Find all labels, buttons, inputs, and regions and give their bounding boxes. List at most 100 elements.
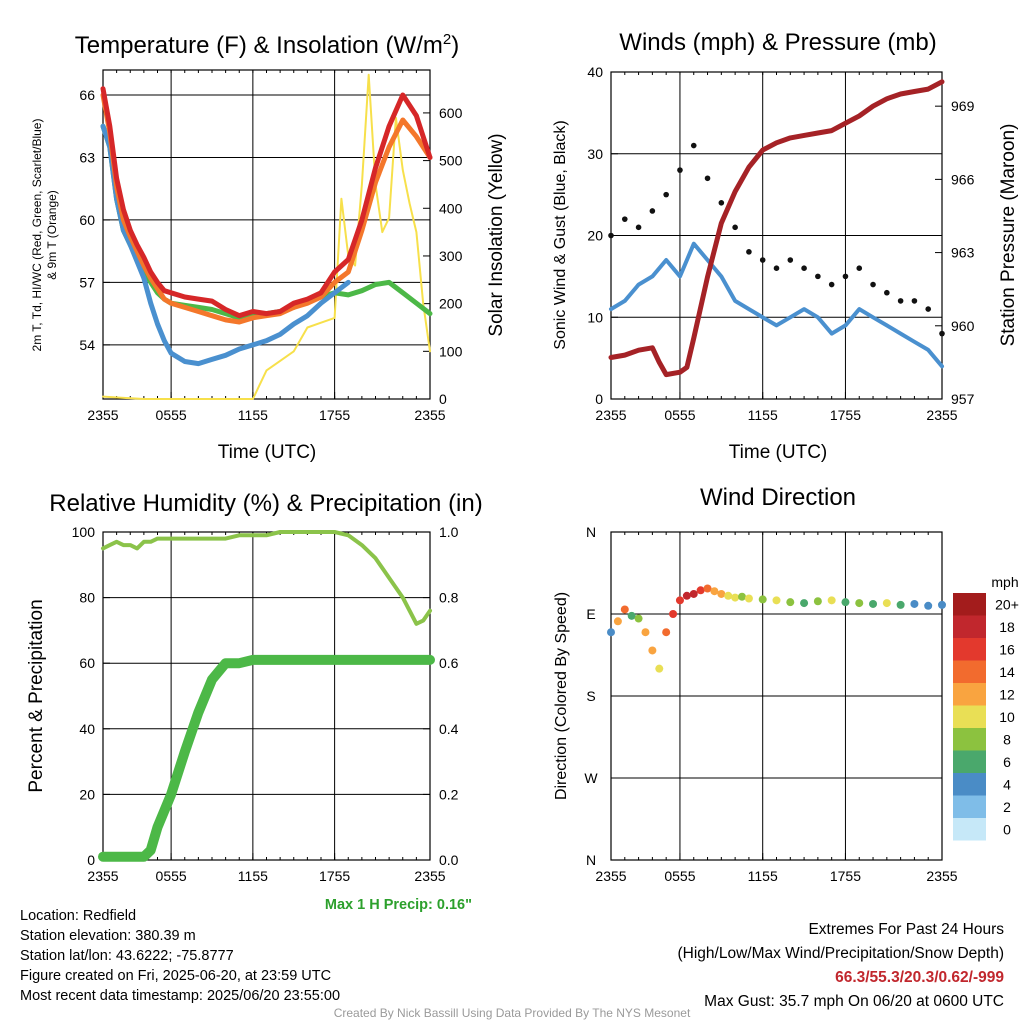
y-tick-label: S bbox=[586, 688, 595, 704]
y2-tick-label: 200 bbox=[439, 296, 463, 312]
humidity-line bbox=[101, 530, 432, 626]
speed-color-legend: mph 20+ 18 16 14 12 10 8 6 4 2 0 bbox=[953, 574, 1019, 841]
y-tick-label: 20 bbox=[587, 228, 603, 244]
gust-point bbox=[621, 216, 628, 222]
legend-label: 6 bbox=[1003, 754, 1011, 770]
legend-swatch bbox=[953, 795, 986, 818]
y2-tick-label: 0.2 bbox=[439, 786, 459, 802]
direction-point bbox=[613, 617, 622, 626]
direction-point bbox=[662, 628, 671, 637]
humidity-chart-title: Relative Humidity (%) & Precipitation (i… bbox=[49, 490, 482, 517]
x-tick-label: 2355 bbox=[926, 407, 957, 423]
gust-point bbox=[884, 289, 890, 296]
direction-point bbox=[724, 591, 733, 600]
y-tick-label: 100 bbox=[72, 524, 96, 540]
y2-tick-label: 966 bbox=[951, 171, 975, 187]
gust-point bbox=[939, 330, 945, 337]
temperature-y-axis-label-line2: & 9m T (Orange) bbox=[45, 190, 59, 280]
direction-point bbox=[738, 592, 747, 601]
direction-point bbox=[641, 628, 650, 637]
direction-point bbox=[717, 589, 726, 598]
series-line-4 bbox=[102, 73, 431, 400]
legend-swatch bbox=[953, 750, 986, 773]
direction-point bbox=[786, 598, 795, 607]
x-tick-label: 2355 bbox=[926, 868, 957, 884]
direction-point bbox=[869, 599, 878, 608]
y2-tick-label: 0 bbox=[439, 391, 447, 407]
y2-tick-label: 100 bbox=[439, 343, 463, 359]
direction-point bbox=[744, 594, 753, 603]
y2-tick-label: 1.0 bbox=[439, 524, 459, 540]
gust-point bbox=[870, 281, 876, 288]
direction-point bbox=[620, 605, 629, 614]
direction-point bbox=[813, 597, 822, 606]
max-gust-text: Max Gust: 35.7 mph On 06/20 at 0600 UTC bbox=[704, 993, 1004, 1010]
plot-frame bbox=[102, 69, 431, 400]
legend-label: 2 bbox=[1003, 799, 1011, 815]
wind-direction-y-axis-label: Direction (Colored By Speed) bbox=[553, 592, 570, 800]
x-tick-label: 1155 bbox=[238, 407, 268, 423]
y-tick-label: 66 bbox=[79, 87, 95, 103]
direction-point bbox=[655, 664, 664, 673]
elevation-text: Station elevation: 380.39 m bbox=[20, 928, 196, 944]
y2-tick-label: 300 bbox=[439, 248, 463, 264]
y-tick-label: N bbox=[586, 852, 596, 868]
x-tick-label: 0555 bbox=[156, 407, 187, 423]
gust-point bbox=[828, 281, 835, 288]
y-tick-label: N bbox=[586, 524, 596, 540]
winds-x-axis-label: Time (UTC) bbox=[729, 442, 828, 463]
temperature-panel: Temperature (F) & Insolation (W/m2) Time… bbox=[30, 31, 507, 463]
legend-swatch bbox=[953, 728, 986, 751]
legend-label: 18 bbox=[999, 619, 1015, 635]
direction-point bbox=[669, 610, 678, 618]
y-tick-label: 40 bbox=[587, 64, 603, 80]
x-tick-label: 0555 bbox=[664, 868, 695, 884]
series-line-3 bbox=[100, 123, 351, 367]
latlon-text: Station lat/lon: 43.6222; -75.8777 bbox=[20, 948, 234, 964]
direction-point bbox=[710, 587, 719, 596]
x-tick-label: 1755 bbox=[319, 868, 350, 884]
direction-point bbox=[841, 598, 850, 607]
gust-point bbox=[718, 200, 725, 206]
legend-swatch bbox=[953, 773, 986, 796]
direction-point bbox=[800, 599, 809, 608]
legend-label: 14 bbox=[999, 664, 1015, 680]
legend-swatch bbox=[953, 660, 986, 683]
extremes-title: Extremes For Past 24 Hours bbox=[808, 921, 1004, 938]
gust-point bbox=[663, 191, 669, 198]
gust-point bbox=[787, 257, 794, 263]
direction-point bbox=[731, 593, 740, 602]
legend-swatch bbox=[953, 593, 986, 616]
y2-tick-label: 0.6 bbox=[439, 655, 459, 671]
direction-point bbox=[682, 591, 691, 600]
y-tick-label: 57 bbox=[79, 274, 95, 290]
gust-point bbox=[925, 306, 932, 312]
legend-label: 16 bbox=[999, 641, 1015, 657]
direction-point bbox=[924, 601, 933, 610]
insolation-y-axis-label: Solar Insolation (Yellow) bbox=[486, 133, 507, 336]
y-tick-label: 0 bbox=[595, 391, 603, 407]
gust-point bbox=[677, 167, 683, 173]
x-tick-label: 1155 bbox=[748, 407, 778, 423]
direction-point bbox=[607, 628, 615, 637]
station-info: Location: Redfield Station elevation: 38… bbox=[20, 906, 340, 1006]
legend-swatch bbox=[953, 683, 986, 706]
wind-direction-panel: Wind Direction Direction (Colored By Spe… bbox=[553, 484, 1019, 884]
x-tick-label: 2355 bbox=[414, 407, 445, 423]
direction-point bbox=[634, 614, 643, 623]
direction-point bbox=[689, 589, 698, 598]
temperature-chart-title: Temperature (F) & Insolation (W/m2) bbox=[75, 31, 459, 59]
gust-point bbox=[732, 224, 738, 231]
gust-point bbox=[759, 257, 766, 263]
y-tick-label: 80 bbox=[79, 590, 95, 606]
y2-tick-label: 0.4 bbox=[439, 721, 459, 737]
gust-point bbox=[649, 208, 656, 214]
direction-point bbox=[882, 599, 891, 608]
legend-swatch bbox=[953, 615, 986, 638]
plot-frame bbox=[102, 531, 431, 861]
location-text: Location: Redfield bbox=[20, 908, 137, 924]
winds-chart-title: Winds (mph) & Pressure (mb) bbox=[619, 29, 936, 56]
direction-point bbox=[910, 599, 919, 608]
recent-data-text: Most recent data timestamp: 2025/06/20 2… bbox=[20, 988, 341, 1004]
gust-point bbox=[842, 273, 849, 280]
